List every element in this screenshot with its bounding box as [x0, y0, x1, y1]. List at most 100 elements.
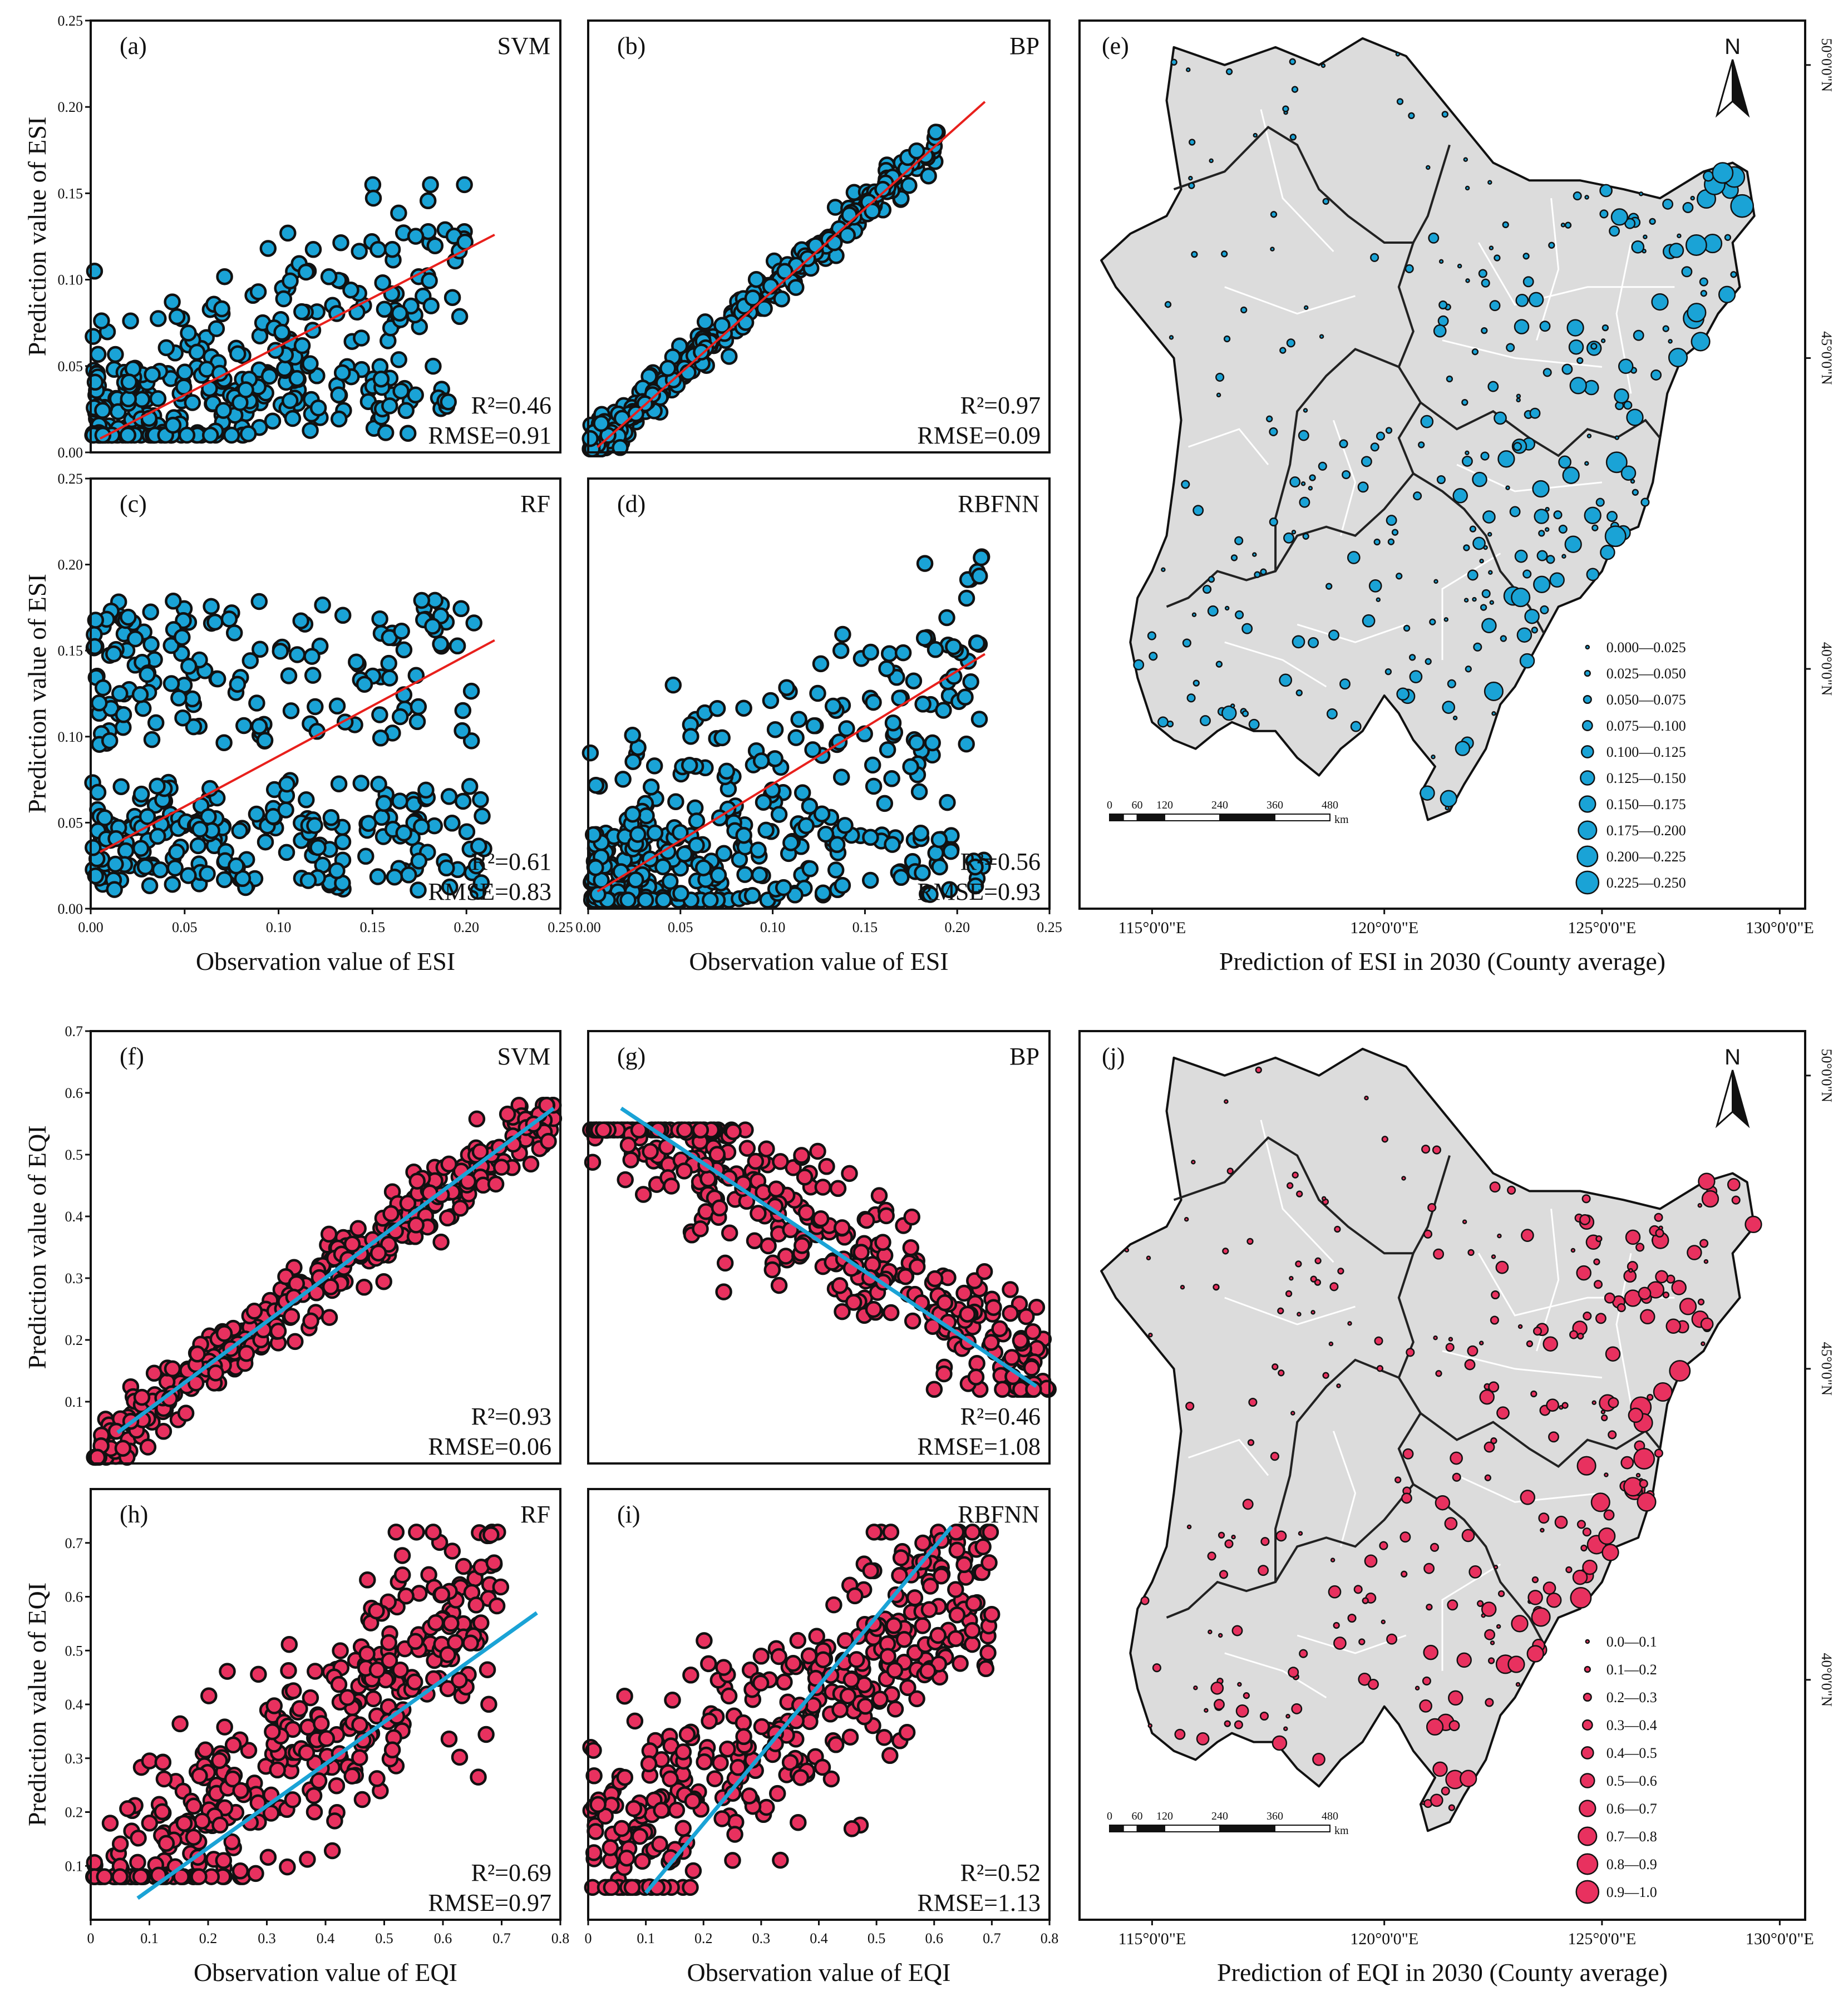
county-point [1452, 716, 1458, 721]
data-point [467, 857, 485, 875]
county-point [1600, 338, 1606, 343]
province-boundary [1166, 402, 1422, 608]
county-point [1495, 1260, 1509, 1274]
y-tick-label: 0.05 [58, 815, 83, 831]
county-point [1614, 388, 1629, 404]
county-point [1516, 397, 1521, 403]
data-point [746, 1232, 763, 1250]
data-point [238, 1344, 255, 1362]
data-point [168, 308, 186, 326]
data-point [870, 1187, 888, 1204]
data-point [785, 1655, 802, 1672]
county-point [1191, 250, 1198, 258]
data-point [229, 676, 247, 693]
rmse-value: RMSE=0.06 [428, 1433, 551, 1460]
scale-tick-label: 120 [1156, 1810, 1173, 1822]
county-point [1210, 1681, 1224, 1695]
data-point [320, 268, 338, 285]
county-point [1569, 377, 1587, 395]
county-point [1528, 292, 1544, 308]
county-point [1580, 1544, 1588, 1552]
county-point [1223, 335, 1231, 343]
data-point [752, 1674, 770, 1692]
county-point [1463, 544, 1470, 551]
data-point [115, 706, 132, 723]
county-point [1325, 583, 1333, 590]
data-point [364, 1690, 382, 1708]
county-point [1288, 1667, 1299, 1678]
county-point [1399, 1531, 1411, 1543]
county-point [1224, 1539, 1234, 1549]
data-point [120, 373, 138, 391]
county-point [1169, 335, 1174, 340]
fit-line [136, 1611, 538, 1900]
county-point [1582, 1527, 1591, 1537]
data-point [364, 189, 382, 207]
data-point [245, 1303, 263, 1320]
county-point [1558, 455, 1571, 469]
county-point [1347, 1321, 1352, 1326]
data-point [701, 1712, 718, 1730]
county-point [1300, 481, 1306, 486]
county-point [1591, 524, 1599, 531]
data-point [330, 410, 348, 428]
data-point [157, 339, 175, 357]
data-point [166, 859, 184, 877]
county-point [1370, 442, 1379, 452]
county-point [1149, 652, 1158, 661]
data-point [132, 1868, 150, 1885]
county-point [1322, 198, 1329, 205]
data-point [664, 1692, 681, 1709]
legend-label: 0.9—1.0 [1606, 1884, 1657, 1900]
data-point [973, 549, 990, 566]
data-point [702, 891, 719, 909]
data-point [730, 1759, 747, 1776]
fit-line [597, 101, 986, 448]
data-point [196, 1741, 214, 1759]
data-point [540, 1132, 557, 1150]
county-point [1429, 618, 1436, 625]
county-point [1303, 305, 1309, 310]
county-point [1491, 1254, 1496, 1259]
data-point [623, 1879, 641, 1896]
county-point [1485, 1698, 1494, 1707]
county-point [1364, 1096, 1369, 1101]
data-point [684, 1792, 702, 1810]
data-point [470, 837, 487, 855]
county-point [1560, 223, 1566, 228]
data-point [303, 648, 321, 665]
data-point [801, 1713, 819, 1731]
panel-b: (b) BP R²=0.97 RMSE=0.09 [581, 19, 1051, 458]
county-point [1697, 1298, 1705, 1305]
y-tick-label: 0.2 [65, 1332, 83, 1348]
data-point [456, 176, 473, 194]
county-point [1289, 1275, 1294, 1281]
data-point [614, 771, 632, 788]
scale-unit: km [1334, 1825, 1349, 1837]
plot-frame [90, 19, 561, 454]
county-point [1237, 1682, 1242, 1687]
data-point [440, 1730, 458, 1748]
y-tick-label: 0.10 [58, 729, 83, 745]
county-point [1730, 271, 1737, 278]
data-point [700, 1655, 717, 1673]
data-point [178, 426, 196, 444]
data-point [151, 861, 169, 879]
county-point [1605, 451, 1628, 474]
data-point [838, 720, 855, 737]
county-point [1584, 195, 1589, 200]
data-point [831, 1277, 849, 1294]
data-point [762, 278, 780, 295]
map-title: Prediction of EQI in 2030 (County averag… [1217, 1958, 1668, 1987]
county-point [1653, 1382, 1673, 1402]
panel-label: (f) [120, 1043, 144, 1070]
county-point [1623, 1477, 1643, 1497]
data-point [408, 1172, 426, 1190]
county-point [1218, 1531, 1225, 1539]
county-point [1479, 1389, 1495, 1405]
data-point [356, 676, 373, 693]
county-point [1358, 1638, 1366, 1645]
y-tick-label: 0.25 [58, 13, 83, 29]
county-point [1633, 329, 1644, 341]
data-point [427, 1614, 445, 1632]
